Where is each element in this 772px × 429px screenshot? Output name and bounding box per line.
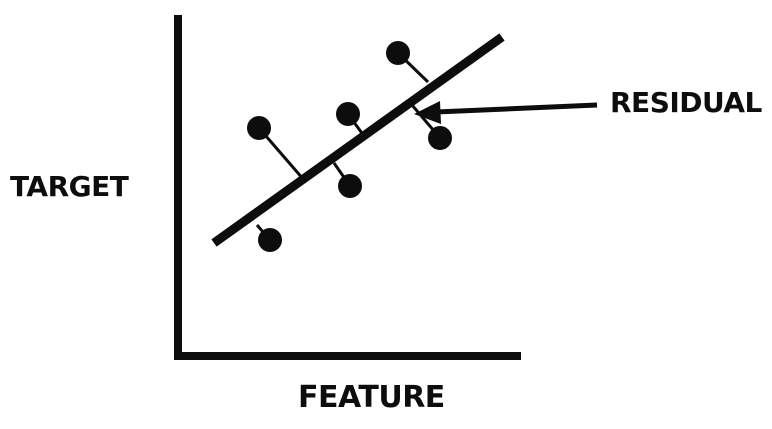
- data-points: [247, 41, 452, 252]
- data-point: [258, 228, 282, 252]
- residual-label: RESIDUAL: [610, 86, 762, 119]
- data-point: [247, 116, 271, 140]
- y-axis-label: TARGET: [10, 170, 129, 203]
- regression-line: [211, 33, 505, 247]
- annotation-arrow-head: [414, 101, 441, 124]
- data-point: [338, 174, 362, 198]
- data-point: [428, 126, 452, 150]
- x-axis-label: FEATURE: [298, 380, 445, 415]
- annotation-arrow-shaft: [435, 102, 598, 115]
- data-point: [386, 41, 410, 65]
- data-point: [336, 102, 360, 126]
